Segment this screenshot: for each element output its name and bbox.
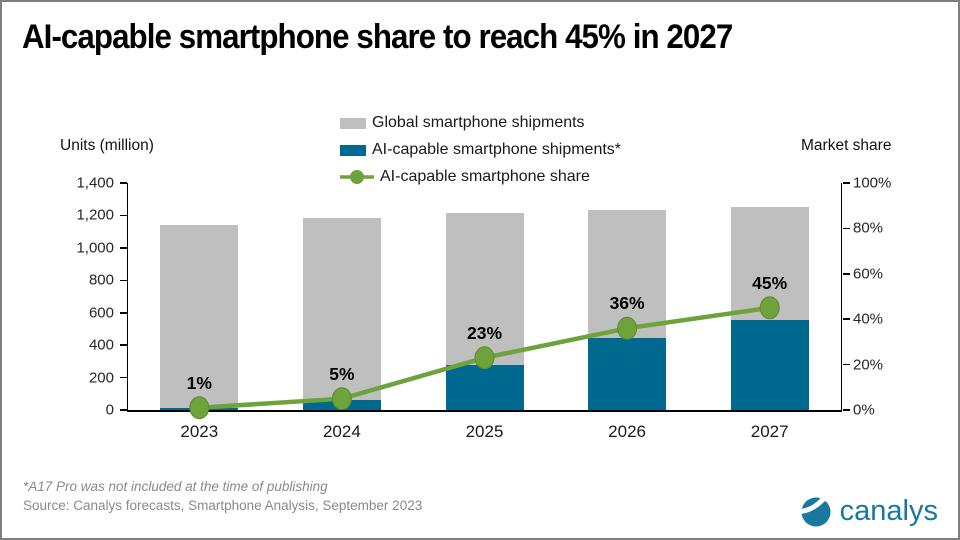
source-line: Source: Canalys forecasts, Smartphone An…	[23, 498, 423, 513]
legend-item-ai-shipments: AI-capable smartphone shipments*	[340, 139, 621, 161]
footnote: *A17 Pro was not included at the time of…	[23, 479, 328, 494]
left-axis-title: Units (million)	[60, 137, 154, 154]
gray-bar-swatch-icon	[340, 117, 366, 129]
ai-share-marker-2025	[474, 346, 495, 370]
canalys-logo-icon	[799, 494, 831, 527]
left-axis-tick	[119, 279, 127, 281]
chart-legend: Global smartphone shipments AI-capable s…	[340, 112, 621, 188]
ai-share-data-label-2023: 1%	[186, 372, 212, 393]
legend-item-ai-share: AI-capable smartphone share	[340, 166, 621, 188]
x-axis-label-2024: 2024	[322, 422, 361, 441]
ai-shipments-bar-2026	[588, 337, 667, 410]
right-axis-tick-label: 80%	[853, 219, 884, 237]
left-axis-tick-label: 1,200	[76, 206, 114, 224]
right-axis-title: Market share	[801, 137, 892, 154]
ai-share-data-label-2024: 5%	[329, 363, 355, 384]
ai-share-data-label-2027: 45%	[752, 272, 788, 293]
right-axis-tick-label: 20%	[853, 356, 884, 374]
x-axis-label-2026: 2026	[608, 422, 647, 441]
left-axis-tick-label: 1,400	[76, 174, 114, 192]
x-axis-label-2027: 2027	[750, 422, 789, 441]
global-shipments-bar-2023	[160, 225, 239, 410]
left-axis-tick-label: 0	[105, 401, 114, 419]
right-axis-tick-label: 60%	[853, 265, 884, 283]
x-axis-label-2023: 2023	[180, 422, 219, 441]
x-axis-label-2025: 2025	[465, 422, 504, 441]
right-axis-tick	[842, 318, 850, 320]
global-shipments-bar-2024	[302, 217, 381, 410]
legend-item-global-shipments: Global smartphone shipments	[340, 112, 621, 134]
left-axis-tick	[119, 409, 127, 411]
plot-area: 0 200 400 600 800 1,000 1,200 1,400 0% 20% 40% 60% 8…	[76, 175, 891, 442]
green-line-marker-icon	[340, 170, 374, 184]
ai-share-line	[189, 296, 780, 420]
canalys-logo-text: canalys	[839, 494, 938, 527]
ai-share-marker-2026	[617, 316, 638, 340]
legend-label: AI-capable smartphone share	[380, 168, 590, 185]
right-axis-tick	[842, 363, 850, 366]
left-axis-tick-label: 600	[88, 304, 114, 322]
left-axis-tick-label: 1,000	[76, 239, 114, 257]
ai-share-data-label-2025: 23%	[466, 322, 503, 343]
ai-share-data-label-2026: 36%	[609, 293, 645, 314]
ai-share-marker-2027	[759, 296, 780, 320]
right-axis-tick-label: 100%	[853, 174, 892, 192]
ai-shipments-bar-2025	[445, 365, 524, 410]
ai-share-marker-2023	[189, 396, 210, 420]
left-axis-tick	[119, 182, 127, 184]
chart-title: AI-capable smartphone share to reach 45%…	[22, 18, 733, 56]
right-axis-tick-label: 40%	[853, 310, 884, 328]
left-axis-tick-label: 800	[88, 271, 114, 289]
left-axis-tick	[119, 344, 127, 346]
left-axis-tick	[119, 214, 127, 217]
canalys-logo: canalys	[799, 494, 938, 528]
left-axis-tick-label: 200	[88, 369, 114, 387]
legend-label: Global smartphone shipments	[372, 114, 585, 131]
ai-share-marker-2024	[331, 387, 352, 411]
legend-label: AI-capable smartphone shipments*	[372, 141, 622, 158]
right-axis-tick	[842, 409, 850, 411]
right-axis-tick-label: 0%	[853, 401, 875, 419]
right-axis-tick	[842, 182, 850, 184]
left-axis-tick-label: 400	[88, 336, 114, 354]
left-axis-tick	[119, 312, 127, 314]
blue-bar-swatch-icon	[340, 144, 366, 156]
left-axis-tick	[119, 376, 127, 379]
ai-shipments-bar-2027	[730, 320, 809, 410]
right-axis-tick	[842, 273, 850, 275]
right-axis-tick	[842, 227, 850, 230]
left-axis-tick	[119, 247, 127, 249]
